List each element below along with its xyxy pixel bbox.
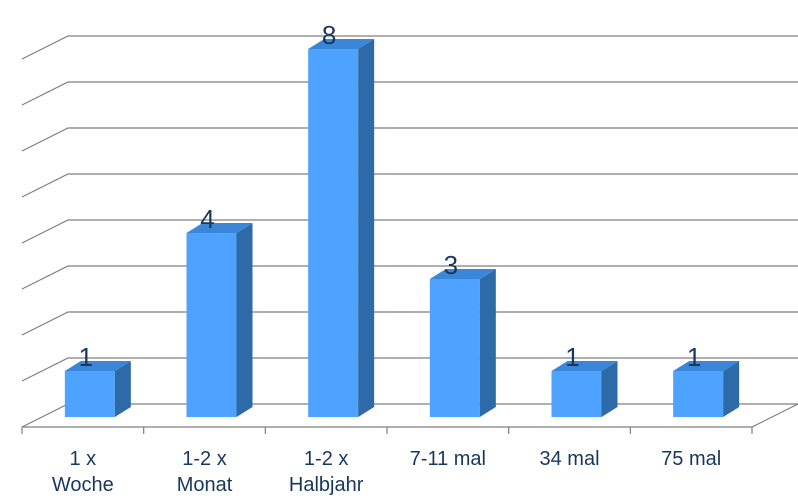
data-label: 3: [444, 250, 458, 280]
data-label: 1: [565, 342, 579, 372]
x-tick-label: 1-2 x Monat: [177, 448, 233, 496]
gridline: [21, 219, 798, 244]
bar-side: [236, 223, 253, 417]
data-labels: 1 4 8 3 1 1: [79, 20, 702, 372]
bar-side: [723, 361, 740, 417]
x-tick-label-line: Woche: [52, 474, 114, 496]
bar-side: [114, 361, 131, 417]
bar: [64, 371, 115, 417]
gridline: [21, 357, 798, 382]
bar-top: [429, 269, 496, 279]
bar: [429, 279, 480, 417]
data-label: 1: [687, 342, 701, 372]
bar-side: [479, 269, 496, 417]
bar-top: [308, 39, 375, 49]
gridline: [21, 311, 798, 336]
x-tick-label: 1 x Woche: [52, 448, 114, 496]
gridline: [21, 81, 798, 106]
bar: [308, 49, 359, 417]
grid-lines: [21, 35, 798, 434]
x-tick-label-line: 1-2 x: [182, 448, 226, 470]
bar-top: [673, 361, 740, 371]
x-tick-label-line: 1-2 x: [304, 448, 348, 470]
gridline: [21, 265, 798, 290]
x-tick-label-line: 75 mal: [661, 448, 721, 470]
x-tick-labels: 1 x Woche 1-2 x Monat 1-2 x Halbjahr 7-11 mal 3…: [52, 448, 721, 496]
x-tick-label: 75 mal: [661, 448, 721, 470]
bar-side: [601, 361, 618, 417]
bar: [551, 371, 602, 417]
x-tick-label-line: 34 mal: [539, 448, 599, 470]
bar-side: [358, 39, 375, 417]
bar: [186, 233, 237, 417]
gridline: [21, 127, 798, 152]
bar-top: [551, 361, 618, 371]
x-tick-label: 34 mal: [539, 448, 599, 470]
x-tick-label: 7-11 mal: [410, 448, 486, 470]
x-tick-label-line: Monat: [177, 474, 233, 496]
data-label: 8: [322, 20, 336, 50]
data-label: 1: [79, 342, 93, 372]
gridline: [21, 173, 798, 198]
x-tick-label-line: 1 x: [69, 448, 96, 470]
x-tick-label-line: Halbjahr: [289, 474, 364, 496]
x-tick-label-line: 7-11 mal: [410, 448, 486, 470]
bar-top: [186, 223, 253, 233]
bar: [673, 371, 724, 417]
bar-top: [64, 361, 131, 371]
bars: [64, 39, 740, 417]
x-tick-label: 1-2 x Halbjahr: [289, 448, 364, 496]
data-label: 4: [200, 204, 214, 234]
gridline: [21, 35, 798, 60]
